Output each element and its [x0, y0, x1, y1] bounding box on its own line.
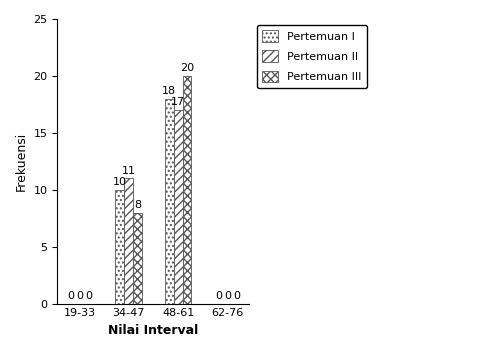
Bar: [183, 76, 191, 303]
Bar: [116, 190, 124, 303]
Text: 0: 0: [224, 291, 231, 301]
Bar: [124, 178, 133, 303]
Y-axis label: Frekuensi: Frekuensi: [15, 132, 28, 191]
Text: 0: 0: [76, 291, 83, 301]
Text: 0: 0: [233, 291, 240, 301]
Legend: Pertemuan I, Pertemuan II, Pertemuan III: Pertemuan I, Pertemuan II, Pertemuan III: [257, 25, 367, 88]
Text: 0: 0: [215, 291, 222, 301]
Text: 8: 8: [134, 200, 141, 210]
Text: 20: 20: [180, 63, 194, 73]
Bar: [174, 110, 183, 303]
Text: 17: 17: [171, 97, 185, 107]
Bar: [165, 99, 174, 303]
Text: 18: 18: [162, 86, 176, 96]
Text: 10: 10: [113, 177, 127, 187]
Bar: [133, 213, 142, 303]
Text: 11: 11: [122, 165, 136, 176]
Text: 0: 0: [85, 291, 92, 301]
X-axis label: Nilai Interval: Nilai Interval: [108, 324, 199, 337]
Text: 0: 0: [67, 291, 74, 301]
